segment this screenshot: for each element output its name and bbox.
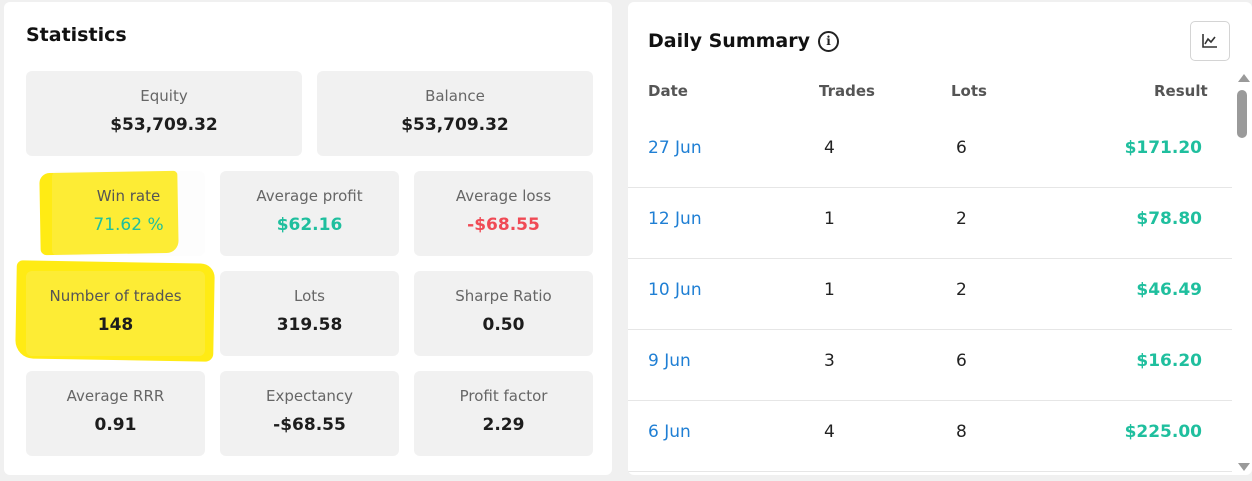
row-result: $171.20 xyxy=(1124,138,1202,158)
stat-card-expectancy: Expectancy -$68.55 xyxy=(220,371,399,456)
stat-value: $62.16 xyxy=(276,215,343,235)
stat-label: Expectancy xyxy=(265,387,354,405)
column-header-lots[interactable]: Lots xyxy=(951,82,987,100)
info-icon[interactable]: i xyxy=(818,30,840,52)
stat-value: -$68.55 xyxy=(467,215,540,235)
stat-label: Lots xyxy=(294,287,325,305)
scroll-down-arrow-icon[interactable] xyxy=(1238,463,1250,471)
stat-card-average-rrr: Average RRR 0.91 xyxy=(26,371,205,456)
table-row[interactable]: 6 Jun 4 8 $225.00 xyxy=(628,400,1232,472)
row-trades: 3 xyxy=(824,351,835,371)
row-trades: 4 xyxy=(824,422,835,442)
stat-label: Average RRR xyxy=(66,387,165,405)
stat-card-average-profit: Average profit $62.16 xyxy=(220,171,399,256)
stat-label: Profit factor xyxy=(459,387,548,405)
row-lots: 2 xyxy=(956,209,967,229)
stat-card-balance: Balance $53,709.32 xyxy=(317,71,593,156)
stat-value: $53,709.32 xyxy=(110,115,218,135)
stat-card-profit-factor: Profit factor 2.29 xyxy=(414,371,593,456)
row-date[interactable]: 27 Jun xyxy=(648,138,702,158)
stat-label: Balance xyxy=(425,87,485,105)
row-result: $78.80 xyxy=(1136,209,1202,229)
row-trades: 1 xyxy=(824,280,835,300)
row-date[interactable]: 6 Jun xyxy=(648,422,691,442)
stat-label: Sharpe Ratio xyxy=(455,287,552,305)
chart-view-button[interactable] xyxy=(1190,21,1230,61)
line-chart-icon xyxy=(1202,34,1217,48)
stat-label: Number of trades xyxy=(49,287,182,305)
row-lots: 6 xyxy=(956,138,967,158)
stat-card-number-of-trades: Number of trades 148 xyxy=(26,271,205,356)
row-lots: 2 xyxy=(956,280,967,300)
row-date[interactable]: 9 Jun xyxy=(648,351,691,371)
stat-card-equity: Equity $53,709.32 xyxy=(26,71,302,156)
row-date[interactable]: 10 Jun xyxy=(648,280,702,300)
daily-summary-panel: Daily Summary i Date Trades Lots Result … xyxy=(628,2,1252,475)
stat-value: 0.91 xyxy=(94,415,137,435)
table-row[interactable]: 12 Jun 1 2 $78.80 xyxy=(628,187,1232,259)
stat-card-lots: Lots 319.58 xyxy=(220,271,399,356)
stat-value: $53,709.32 xyxy=(401,115,509,135)
row-result: $225.00 xyxy=(1124,422,1202,442)
scrollbar-thumb[interactable] xyxy=(1237,90,1247,138)
stat-label: Equity xyxy=(140,87,188,105)
table-row[interactable]: 27 Jun 4 6 $171.20 xyxy=(628,116,1232,188)
vertical-scrollbar[interactable] xyxy=(1232,68,1252,475)
stat-value: 319.58 xyxy=(276,315,343,335)
stat-value: 2.29 xyxy=(482,415,525,435)
stat-value: 148 xyxy=(97,315,134,335)
table-row[interactable]: 10 Jun 1 2 $46.49 xyxy=(628,258,1232,330)
scroll-up-arrow-icon[interactable] xyxy=(1238,74,1250,82)
row-lots: 6 xyxy=(956,351,967,371)
column-header-result[interactable]: Result xyxy=(1154,82,1208,100)
column-header-trades[interactable]: Trades xyxy=(819,82,875,100)
stat-value: 0.50 xyxy=(482,315,525,335)
stat-label: Average profit xyxy=(256,187,363,205)
row-trades: 4 xyxy=(824,138,835,158)
stat-card-average-loss: Average loss -$68.55 xyxy=(414,171,593,256)
row-trades: 1 xyxy=(824,209,835,229)
statistics-title: Statistics xyxy=(26,24,127,46)
daily-summary-title: Daily Summary xyxy=(648,30,811,52)
row-result: $16.20 xyxy=(1136,351,1202,371)
daily-summary-header: Daily Summary i xyxy=(648,30,840,52)
stat-value: 71.62 % xyxy=(93,215,164,235)
column-header-date[interactable]: Date xyxy=(648,82,688,100)
stat-label: Win rate xyxy=(96,187,161,205)
row-date[interactable]: 12 Jun xyxy=(648,209,702,229)
table-row[interactable]: 9 Jun 3 6 $16.20 xyxy=(628,329,1232,401)
stat-card-win-rate: Win rate 71.62 % xyxy=(52,171,205,256)
stat-value: -$68.55 xyxy=(273,415,346,435)
row-lots: 8 xyxy=(956,422,967,442)
statistics-panel: Statistics Equity $53,709.32 Balance $53… xyxy=(4,2,612,475)
stat-label: Average loss xyxy=(455,187,552,205)
stat-card-sharpe-ratio: Sharpe Ratio 0.50 xyxy=(414,271,593,356)
row-result: $46.49 xyxy=(1136,280,1202,300)
